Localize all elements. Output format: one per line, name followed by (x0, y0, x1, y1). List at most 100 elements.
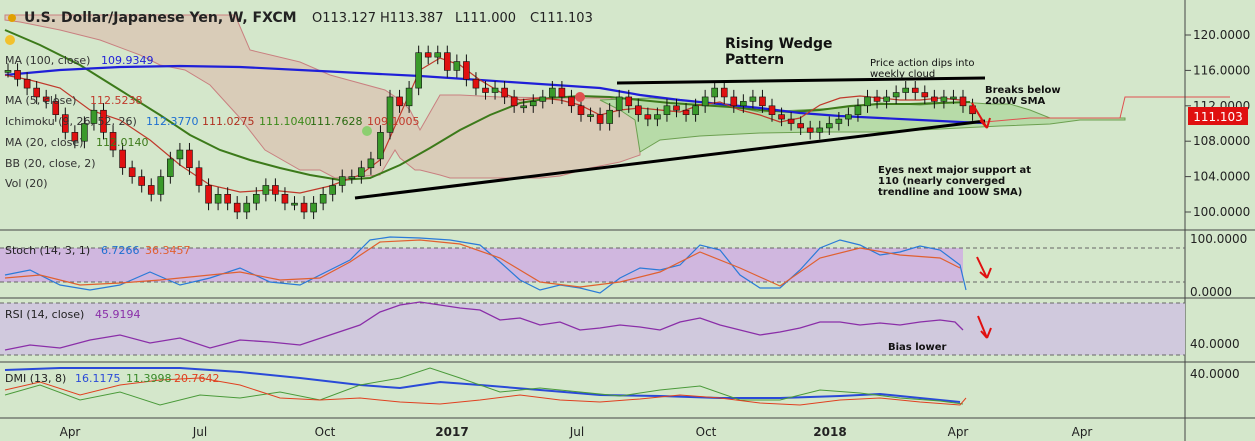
candle-body (443, 52, 451, 71)
rsi-legend: RSI (14, close) 45.9194 (5, 308, 141, 321)
candle-body (558, 87, 566, 98)
candle-body (806, 127, 814, 133)
candle-body (825, 123, 833, 129)
price-tick-label: 116.0000 (1193, 63, 1250, 77)
candle-body (864, 96, 871, 107)
indicator-label: MA (5, close) (5, 94, 76, 107)
time-axis-label: Oct (696, 425, 717, 439)
candle-body (157, 176, 165, 195)
stoch-k-value: 6.7266 (101, 244, 140, 257)
dmi-label: DMI (13, 8) (5, 372, 66, 385)
price-tick-label: 120.0000 (1193, 28, 1250, 42)
time-axis-label: Apr (1072, 425, 1093, 439)
arrow-down-rsi (977, 315, 992, 339)
candle-body (119, 149, 126, 169)
candle-body (253, 194, 260, 204)
indicator-value: 111.0275 (202, 115, 255, 128)
candle-body (4, 70, 12, 73)
candle-body (52, 101, 60, 115)
candle-body (300, 202, 308, 213)
candle-body (720, 87, 728, 98)
candle-body (931, 96, 938, 102)
candle-body (730, 96, 738, 107)
candle-body (396, 96, 403, 107)
stoch-tick-0: 0.0000 (1190, 285, 1232, 299)
arrow-down-stoch (976, 256, 992, 279)
candle-body (214, 194, 222, 204)
stoch-label: Stoch (14, 3, 1) (5, 244, 90, 257)
cloud-red-edge (984, 96, 1230, 123)
candle-body (520, 105, 528, 109)
candle-body (491, 87, 499, 93)
cloud-note-1: Price action dips into (870, 58, 975, 69)
cloud-note-2: weekly cloud (870, 69, 935, 80)
candle-body (281, 194, 289, 204)
ma100-line (4, 64, 986, 125)
breaks-note-1: Breaks below (985, 85, 1061, 96)
candle-body (272, 185, 279, 195)
time-axis-label: Jul (192, 425, 207, 439)
candle-body (291, 202, 298, 206)
candle-body (778, 114, 785, 120)
status-dot (8, 14, 16, 22)
candle-body (587, 114, 594, 117)
candle-body (100, 109, 107, 133)
candle-body (319, 194, 327, 204)
rsi-pane (0, 301, 1185, 356)
eyes-note-3: trendline and 100W SMA) (878, 187, 1022, 198)
indicator-value: 112.5238 (90, 94, 143, 107)
ichimoku-cloud-brown (4, 14, 641, 179)
candle-body (23, 78, 31, 89)
ichimoku-marker-red (575, 92, 585, 102)
candle-body (472, 78, 480, 89)
candle-body (243, 202, 251, 213)
current-price-text: 111.103 (1193, 110, 1243, 124)
price-tick-label: 100.0000 (1193, 205, 1250, 219)
candle-body (434, 52, 442, 58)
ichimoku-marker-green (362, 126, 372, 136)
dmi-value-2: 11.3998 (126, 372, 172, 385)
candle-body (615, 96, 623, 111)
candle-body (358, 167, 365, 177)
wedge-subtitle: Pattern (725, 52, 784, 68)
rsi-label: RSI (14, close) (5, 308, 84, 321)
candle-body (310, 202, 317, 213)
stoch-axis: 100.0000 0.0000 (1190, 232, 1247, 299)
candle-body (854, 105, 862, 115)
ichimoku-cloud-green (599, 97, 1126, 153)
time-axis-label: Apr (948, 425, 969, 439)
candle-body (167, 158, 174, 177)
stoch-tick-100: 100.0000 (1190, 232, 1247, 246)
time-axis-label: 2018 (813, 425, 846, 439)
chart-header: U.S. Dollar/Japanese Yen, W, FXCM O113.1… (8, 10, 593, 26)
candle-body (224, 194, 231, 204)
dmi-axis: 40.0000 (1190, 367, 1240, 381)
candle-body (577, 105, 585, 115)
time-axis-label: 2017 (435, 425, 468, 439)
dmi-pane (4, 367, 967, 406)
candle-body (386, 96, 394, 133)
dmi-tick-40: 40.0000 (1190, 367, 1240, 381)
price-tag: 111.103 (1188, 107, 1248, 125)
indicator-label: Vol (20) (5, 177, 48, 190)
time-axis: Apr Jul Oct 2017 Jul Oct 2018 Apr Apr (60, 425, 1093, 439)
candle-body (42, 96, 50, 102)
indicator-value: 111.1040 (259, 115, 312, 128)
wedge-title: Rising Wedge (725, 36, 833, 52)
candle-body (596, 114, 604, 124)
candle-body (81, 123, 88, 142)
indicator-value: 109.9349 (101, 54, 154, 67)
stoch-pane (0, 236, 1185, 294)
candle-body (147, 185, 155, 195)
candle-body (902, 87, 910, 93)
candle-body (90, 109, 98, 124)
candle-body (892, 92, 900, 98)
candle-body (138, 176, 145, 186)
candle-body (911, 87, 919, 93)
ichimoku-marker-yellow (5, 35, 15, 45)
candle-body (568, 96, 575, 107)
candle-body (883, 96, 890, 102)
candle-body (816, 127, 824, 133)
candle-body (940, 96, 948, 102)
candle-body (606, 109, 613, 124)
